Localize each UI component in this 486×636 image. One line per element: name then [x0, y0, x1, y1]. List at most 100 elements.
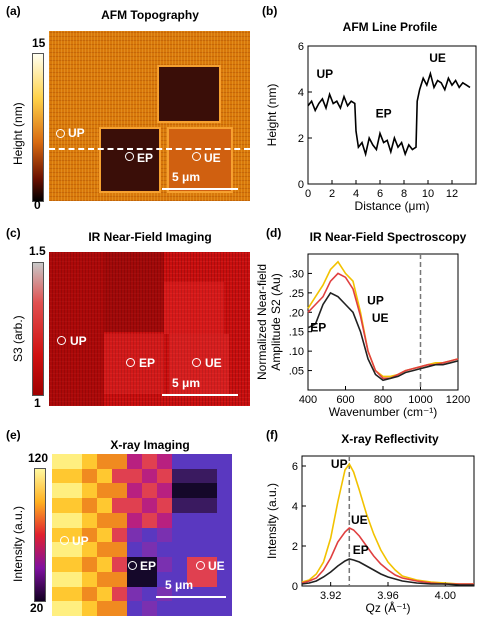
- series-line-0: [307, 70, 471, 158]
- x-ray-pixel: [67, 527, 83, 543]
- marker-ring-ue-c: [192, 358, 201, 367]
- y-axis-label-0: Normalized Near-field: [255, 264, 269, 380]
- x-ray-pixel: [52, 483, 68, 499]
- ir-near-field-image: [49, 252, 250, 406]
- x-ray-pixel: [97, 454, 113, 470]
- x-ray-pixel: [172, 601, 188, 616]
- panel-label-f: (f): [266, 428, 278, 442]
- x-ray-pixel: [157, 454, 173, 470]
- x-ray-pixel: [67, 601, 83, 616]
- marker-ring-up-c: [57, 336, 66, 345]
- x-ray-pixel: [82, 527, 98, 543]
- colorbar-c: [32, 262, 44, 396]
- chart-x-ray-reflectivity: 3.92 3.96 4.00 0 2 4 6 Qz (Å⁻¹) Intensity (a.u.)…: [265, 455, 475, 615]
- x-ray-pixel: [187, 527, 203, 543]
- x-ray-pixel: [217, 454, 232, 470]
- x-ray-pixel: [157, 512, 173, 529]
- marker-ring-ep-c: [126, 358, 135, 367]
- x-ray-pixel: [127, 483, 143, 499]
- annotation-up: UP: [367, 294, 384, 308]
- colorbar-c-min: 1: [34, 396, 41, 410]
- x-ray-pixel: [217, 586, 232, 602]
- y-tick-label-1: .10: [289, 346, 304, 358]
- annotation-ep: EP: [310, 321, 326, 335]
- x-ray-pixel: [157, 601, 173, 616]
- colorbar-a-label: Height (nm): [11, 102, 25, 165]
- x-ray-image: [52, 454, 232, 616]
- x-tick-label-1: 2: [329, 188, 335, 200]
- scalebar-a-text: 5 μm: [172, 170, 201, 184]
- x-ray-pixel: [217, 498, 232, 514]
- x-ray-pixel: [127, 527, 143, 543]
- x-ray-pixel: [112, 527, 128, 543]
- x-ray-pixel: [97, 571, 113, 588]
- series-line-ue: [301, 527, 474, 585]
- x-ray-pixel: [217, 601, 232, 616]
- x-axis-label: Distance (μm): [355, 199, 430, 213]
- x-ray-pixel: [97, 557, 113, 573]
- marker-ring-up-e: [60, 536, 69, 545]
- x-ray-pixel: [142, 542, 158, 558]
- x-ray-pixel: [127, 454, 143, 470]
- x-tick-label-2: 800: [374, 394, 392, 406]
- y-axis-label: Intensity (a.u.): [265, 483, 279, 559]
- x-ray-pixel: [127, 542, 143, 558]
- chart-ir-spectroscopy: 400 600 800 1000 1200 .05 .10 .15 .20 .25 .30 Waven…: [255, 253, 470, 419]
- x-ray-pixel: [217, 512, 232, 529]
- x-ray-pixel: [112, 586, 128, 602]
- x-ray-pixel: [142, 557, 158, 573]
- x-ray-pixel: [142, 512, 158, 529]
- x-tick-label-0: 0: [305, 188, 311, 200]
- x-ray-pixel: [172, 512, 188, 529]
- colorbar-a: [32, 53, 44, 202]
- x-ray-pixel: [112, 454, 128, 470]
- x-ray-pixel: [217, 557, 232, 573]
- x-tick-label-0: 3.92: [320, 590, 341, 602]
- x-ray-pixel: [67, 468, 83, 484]
- x-ray-pixel: [187, 542, 203, 558]
- y-tick-label-3: 6: [292, 461, 298, 473]
- x-tick-label-0: 400: [299, 394, 317, 406]
- y-tick-label-0: .05: [289, 366, 304, 378]
- x-ray-pixel: [202, 586, 218, 602]
- x-ray-pixel: [142, 586, 158, 602]
- x-ray-pixel: [82, 586, 98, 602]
- x-ray-pixel: [217, 527, 232, 543]
- panel-label-a: (a): [6, 4, 21, 18]
- afm-topography-image: [49, 31, 250, 201]
- x-ray-pixel: [52, 468, 68, 484]
- x-ray-pixel: [52, 542, 68, 558]
- x-tick-label-1: 3.96: [377, 590, 398, 602]
- x-ray-pixel: [97, 601, 113, 616]
- title-x-ray-imaging: X-ray Imaging: [110, 438, 190, 452]
- x-ray-pixel: [172, 483, 188, 499]
- x-ray-pixel: [127, 468, 143, 484]
- x-ray-pixel: [127, 601, 143, 616]
- x-tick-label-1: 600: [336, 394, 354, 406]
- x-ray-pixel: [97, 542, 113, 558]
- y-tick-label-0: 0: [292, 581, 298, 593]
- series-line-ep: [307, 291, 459, 382]
- y-tick-label-2: 4: [292, 501, 298, 513]
- annotation-up: UP: [316, 67, 333, 81]
- x-ray-pixel: [172, 542, 188, 558]
- x-tick-label-4: 1200: [446, 394, 470, 406]
- marker-up-a: UP: [68, 126, 85, 140]
- annotation-ue: UE: [351, 513, 368, 527]
- x-ray-pixel: [172, 454, 188, 470]
- x-ray-pixel: [187, 454, 203, 470]
- panel-label-b: (b): [262, 4, 278, 18]
- colorbar-c-label: S3 (arb.): [11, 315, 25, 362]
- x-ray-pixel: [172, 468, 188, 484]
- y-tick-label-4: .25: [289, 288, 304, 300]
- x-ray-pixel: [157, 527, 173, 543]
- x-ray-pixel: [82, 512, 98, 529]
- x-ray-pixel: [67, 454, 83, 470]
- x-ray-pixel: [172, 557, 188, 573]
- x-ray-pixel: [97, 468, 113, 484]
- x-ray-pixel: [202, 571, 218, 588]
- x-ray-pixel: [187, 468, 203, 484]
- marker-ep-c: EP: [139, 356, 156, 370]
- x-ray-pixel: [52, 571, 68, 588]
- x-ray-pixel: [217, 542, 232, 558]
